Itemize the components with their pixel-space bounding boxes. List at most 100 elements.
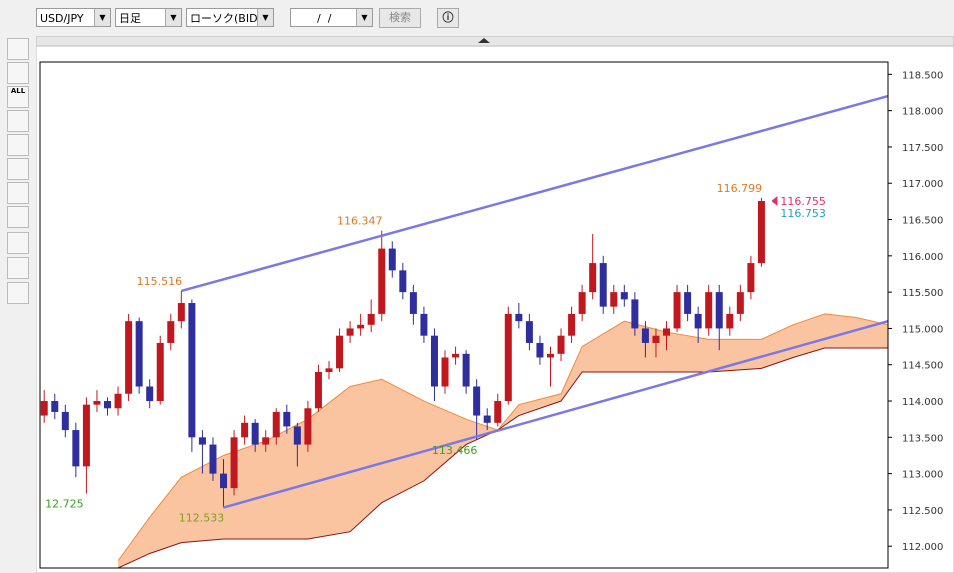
candle-body [209,444,217,474]
candle-body [441,357,449,387]
zoom-in-tool[interactable] [7,110,29,132]
candle-body [641,328,649,343]
price-label: 116.755 [780,195,826,208]
price-annotation: 113.466 [432,444,478,457]
candle-body [568,313,576,336]
candle-body [304,408,312,445]
candle-body [40,401,48,416]
y-tick-label: 115.000 [902,324,943,335]
candle-body [399,270,407,293]
cursor-tool[interactable] [7,38,29,60]
candle-body [146,386,154,402]
symbol-tool[interactable] [7,206,29,228]
price-label: 116.753 [780,207,826,220]
candle-body [51,401,59,412]
candle-body [82,404,90,467]
candle-body [378,248,386,314]
y-tick-label: 113.500 [902,433,943,444]
dropdown-arrow: ▼ [356,9,372,26]
candle-body [325,368,333,372]
candle-body [631,299,639,329]
date-select[interactable]: / / ▼ [290,8,373,27]
candle-body [188,303,196,438]
date: / / [317,12,332,25]
candle-body [557,335,565,354]
price-marker [771,196,778,207]
all-tool[interactable]: ALL [7,86,29,108]
symbol-select[interactable]: USD/JPY ▼ [36,8,111,27]
candle-body [757,201,765,264]
print-tool[interactable] [7,257,29,279]
chart-type-select[interactable]: ローソク(BID) ▼ [186,8,274,27]
candle-body [314,371,322,409]
candle-body [262,437,270,445]
y-tick-label: 118.000 [902,107,943,118]
candle-body [125,321,133,394]
y-tick-label: 118.500 [902,70,943,81]
candle-body [367,313,375,325]
candle-body [93,401,101,405]
candle-body [61,411,69,431]
dropdown-arrow: ▼ [257,9,273,26]
candle-body [578,292,586,314]
cloud-span-b [117,347,888,568]
candle-body [715,292,723,329]
y-tick-label: 116.000 [902,252,943,263]
candle-body [220,473,228,489]
trend-line [181,94,888,293]
y-tick-label: 117.500 [902,143,943,154]
candle-body [272,411,280,438]
candle-body [462,353,470,387]
search-button[interactable]: 検索 [379,8,421,28]
dropdown-arrow: ▼ [94,9,110,26]
y-tick-label: 113.000 [902,470,943,481]
y-tick-label: 117.000 [902,179,943,190]
candle-body [114,393,122,409]
candle-body [388,248,396,271]
candle-body [620,292,628,300]
candle-body [747,263,755,293]
indicator-tool[interactable] [7,158,29,180]
collapse-arrow [478,38,490,43]
candle-body [494,401,502,423]
table-tool[interactable] [7,182,29,204]
price-annotation: 12.725 [45,498,83,511]
view-tool[interactable] [7,232,29,254]
grid-tool[interactable] [7,282,29,304]
candle-body [135,321,143,387]
price-annotation: 115.516 [137,275,183,288]
y-tick-label: 114.000 [902,397,943,408]
candle-body [736,292,744,314]
candle-body [726,313,734,329]
candle-body [684,292,692,314]
candle-body [430,335,438,387]
candle-body [346,328,354,336]
candle-body [515,313,523,322]
candle-body [104,401,112,409]
candle-body [536,342,544,358]
period: 日足 [119,12,141,25]
candle-body [72,430,80,467]
candle-body [420,313,428,336]
zoom-out-tool[interactable] [7,134,29,156]
y-tick-label: 116.500 [902,216,943,227]
candle-body [241,422,249,438]
candle-body [452,353,460,358]
price-annotation: 116.347 [337,215,383,228]
candle-body [673,292,681,329]
candle-body [610,292,618,307]
candle-body [652,335,660,343]
period-select[interactable]: 日足 ▼ [115,8,182,27]
candle-body [546,353,554,358]
candle-body [705,292,713,329]
candle-body [167,321,175,343]
candle-body [336,335,344,369]
y-tick-label: 112.000 [902,542,943,553]
info-button[interactable]: ⓘ [437,8,459,28]
candle-body [357,324,365,329]
symbol: USD/JPY [40,12,84,25]
pen-tool[interactable] [7,62,29,84]
candle-body [473,386,481,416]
collapse-bar[interactable] [36,36,954,47]
chart-type: ローソク(BID) [190,12,262,25]
